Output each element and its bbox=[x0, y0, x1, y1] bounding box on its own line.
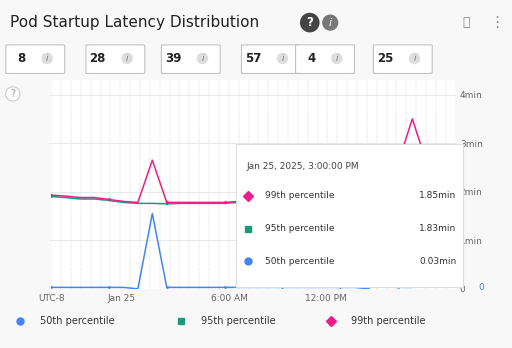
Text: i: i bbox=[329, 18, 332, 27]
Text: ⩮: ⩮ bbox=[462, 16, 470, 29]
Text: 8: 8 bbox=[17, 52, 26, 65]
Text: Jan 25, 2025, 3:00:00 PM: Jan 25, 2025, 3:00:00 PM bbox=[247, 161, 359, 171]
Text: i: i bbox=[335, 54, 338, 63]
FancyBboxPatch shape bbox=[242, 45, 300, 73]
Text: ?: ? bbox=[10, 89, 15, 99]
Text: 50th percentile: 50th percentile bbox=[265, 257, 335, 266]
Text: 4: 4 bbox=[307, 52, 315, 65]
Text: 28: 28 bbox=[90, 52, 106, 65]
Text: 99th percentile: 99th percentile bbox=[351, 316, 426, 326]
Text: ⋮: ⋮ bbox=[489, 15, 504, 30]
Text: i: i bbox=[282, 54, 284, 63]
Text: Pod Startup Latency Distribution: Pod Startup Latency Distribution bbox=[10, 15, 260, 30]
Text: 39: 39 bbox=[165, 52, 181, 65]
Text: 0.03min: 0.03min bbox=[419, 257, 457, 266]
Text: 1.83min: 1.83min bbox=[419, 224, 457, 233]
Text: ?: ? bbox=[306, 16, 313, 29]
FancyBboxPatch shape bbox=[295, 45, 354, 73]
Text: 95th percentile: 95th percentile bbox=[201, 316, 275, 326]
Text: 57: 57 bbox=[245, 52, 262, 65]
FancyBboxPatch shape bbox=[161, 45, 220, 73]
Text: 25: 25 bbox=[377, 52, 393, 65]
FancyBboxPatch shape bbox=[373, 45, 432, 73]
Text: i: i bbox=[201, 54, 204, 63]
Text: 1.85min: 1.85min bbox=[419, 191, 457, 200]
FancyBboxPatch shape bbox=[6, 45, 65, 73]
Text: i: i bbox=[126, 54, 129, 63]
Text: 50th percentile: 50th percentile bbox=[40, 316, 115, 326]
FancyBboxPatch shape bbox=[86, 45, 145, 73]
Text: 99th percentile: 99th percentile bbox=[265, 191, 335, 200]
Text: i: i bbox=[46, 54, 48, 63]
Text: i: i bbox=[413, 54, 416, 63]
Text: 95th percentile: 95th percentile bbox=[265, 224, 335, 233]
Text: 0: 0 bbox=[479, 283, 484, 292]
